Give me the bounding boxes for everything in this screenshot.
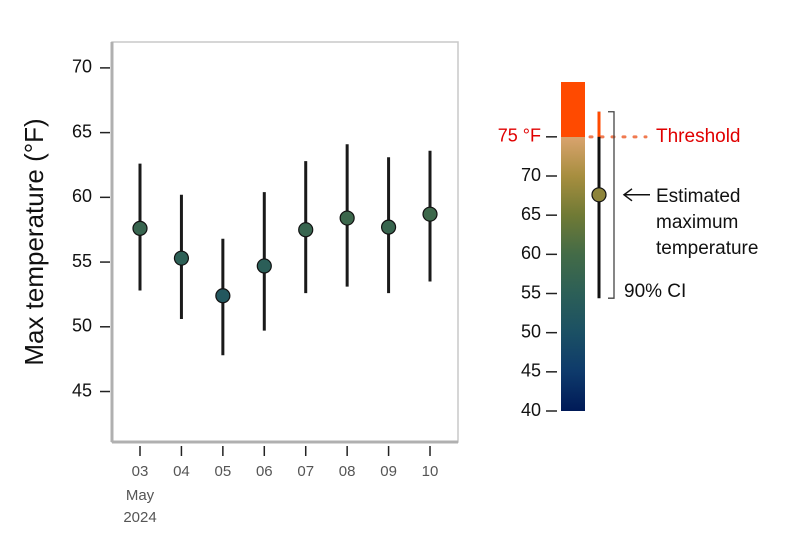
threshold-label: Threshold [656,126,741,147]
x-tick-label: 07 [297,463,314,480]
estimate-label: Estimated [656,186,740,207]
x-tick-label: 03 [132,463,149,480]
point [173,250,190,266]
x-sublabel: May [126,487,155,504]
plot-frame [111,41,459,443]
x-tick-label: 09 [380,463,397,480]
point [215,288,231,304]
y-axis-title: Max temperature (°F) [19,118,49,365]
point [422,206,438,222]
legend-tick-label: 65 [521,204,541,224]
estimate-label: temperature [656,238,758,259]
colorbar [561,82,585,411]
point [298,222,314,238]
legend-tick-label: 75 °F [498,126,541,146]
x-tick-label: 05 [215,463,232,480]
y-tick-label: 60 [72,186,92,206]
x-tick-label: 10 [422,463,439,480]
x-tick-label: 04 [173,463,190,480]
y-tick-label: 55 [72,251,92,271]
x-sublabel: 2024 [123,509,156,526]
legend-tick-label: 70 [521,165,541,185]
ci-bracket [608,111,615,299]
arrow [622,188,650,202]
point [132,220,148,237]
point [339,210,355,226]
x-tick-label: 08 [339,463,356,480]
x-tick-label: 06 [256,463,273,480]
legend-tick-label: 50 [521,321,541,341]
ci-label: 90% CI [624,281,686,302]
y-tick-label: 70 [72,57,92,77]
point [380,219,397,235]
y-tick-label: 45 [72,380,92,400]
estimate-label: maximum [656,212,738,233]
y-tick-label: 50 [72,316,92,336]
point [256,258,272,274]
legend-tick-label: 40 [521,400,541,420]
example-point [591,187,607,203]
legend-tick-label: 60 [521,243,541,263]
legend-tick-label: 45 [521,361,541,381]
y-tick-label: 65 [72,121,92,141]
legend-tick-label: 55 [521,282,541,302]
